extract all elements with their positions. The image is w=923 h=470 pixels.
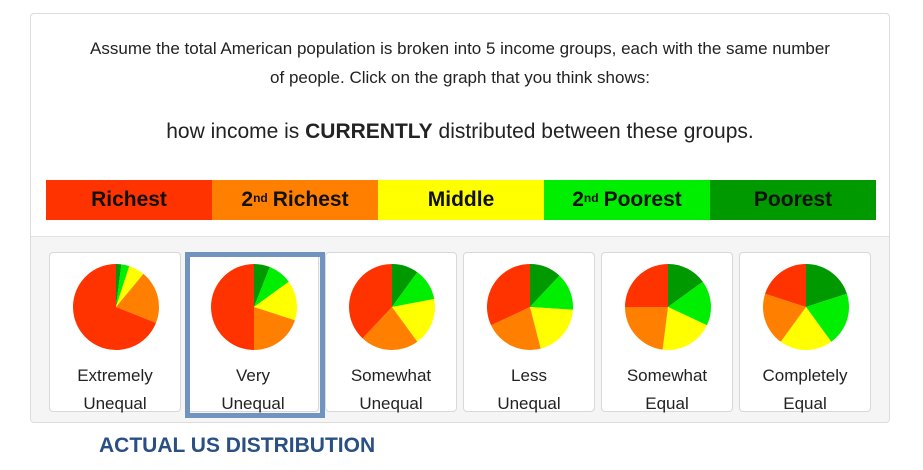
question-emphasis: CURRENTLY [305,120,433,143]
pie-slice-middle [116,266,144,307]
option-label-line1: Somewhat [350,366,432,385]
option-card-completely-equal[interactable]: Completely Equal [739,252,871,413]
option-label: Extremely Unequal [50,362,180,418]
option-card-somewhat-unequal[interactable]: Somewhat Unequal [325,252,457,413]
legend-richest: Richest [46,180,212,220]
pie-slice-2nd-richest [362,307,418,350]
pie-slice-2nd-poorest [530,275,573,310]
legend-middle: Middle [378,180,544,220]
question-before: how income is [166,120,306,143]
pie-chart [349,264,435,350]
question-after: distributed between these groups. [432,120,754,143]
option-label-line2: Unequal [221,394,285,413]
legend-label: Richest [272,188,349,211]
pie-slice-2nd-richest [116,273,159,323]
pie-slice-richest [765,264,806,307]
pie-slice-2nd-poorest [116,264,130,307]
option-card-very-unequal[interactable]: Very Unequal [187,252,319,413]
legend-prefix: 2 [572,188,584,211]
legend-poorest: Poorest [710,180,876,220]
options-area: Extremely Unequal Very Unequal Somewhat Unequ… [31,236,889,422]
option-label: Completely Equal [740,362,870,418]
pie-slice-middle [254,281,297,321]
pie-slice-poorest [254,264,270,307]
pie-slice-poorest [116,264,122,307]
pie-slice-2nd-poorest [254,267,289,307]
actual-distribution-label: ACTUAL US DISTRIBUTION [99,434,376,457]
pie-slice-poorest [530,264,560,307]
option-label-line2: Equal [783,394,827,413]
pie-slice-poorest [668,264,703,307]
survey-panel: Assume the total American population is … [30,13,890,423]
prompt-line-1: Assume the total American population is … [90,39,830,58]
option-label-line2: Unequal [497,394,561,413]
option-label-line2: Equal [645,394,689,413]
pie-slice-2nd-richest [491,307,541,350]
pie-chart [625,264,711,350]
legend-sup: nd [583,191,599,205]
option-label-line1: Somewhat [626,366,708,385]
option-label-line1: Less [511,366,547,385]
pie-slice-2nd-poorest [668,281,711,326]
legend-label: Poorest [753,188,833,211]
option-label-line2: Unequal [359,394,423,413]
legend-sup: nd [253,191,268,205]
pie-slice-richest [73,264,156,350]
option-card-less-unequal[interactable]: Less Unequal [463,252,595,413]
pie-chart [763,264,849,350]
option-label: Less Unequal [464,362,594,418]
legend-prefix: 2 [241,188,254,211]
prompt-line-2: of people. Click on the graph that you t… [270,68,650,87]
option-label-line1: Extremely [77,366,153,385]
pie-chart [487,264,573,350]
pie-slice-poorest [806,264,847,307]
prompt-text: Assume the total American population is … [31,34,889,92]
pie-slice-middle [392,298,435,342]
legend-label: Middle [427,188,495,211]
pie-slice-richest [349,264,392,339]
option-label-line1: Completely [762,366,848,385]
legend-label: Richest [91,188,167,211]
pie-slice-2nd-richest [254,307,295,350]
option-card-somewhat-equal[interactable]: Somewhat Equal [601,252,733,413]
pie-slice-2nd-richest [625,307,668,350]
pie-slice-middle [662,307,707,350]
pie-slice-2nd-richest [763,293,806,342]
pie-slice-middle [530,307,573,349]
pie-slice-2nd-poorest [806,293,849,342]
option-label: Very Unequal [188,362,318,418]
pie-slice-richest [625,264,668,307]
pie-slice-2nd-poorest [392,272,435,307]
pie-chart [73,264,159,350]
pie-slice-middle [780,307,832,350]
option-label: Somewhat Equal [602,362,732,418]
legend-label: Poorest [603,188,682,211]
pie-slice-richest [211,264,254,350]
pie-chart [211,264,297,350]
option-label-line1: Very [235,366,271,385]
option-card-extremely-unequal[interactable]: Extremely Unequal [49,252,181,413]
option-label: Somewhat Unequal [326,362,456,418]
pie-slice-poorest [392,264,418,307]
pie-slice-richest [487,264,530,326]
question-text: how income is CURRENTLY distributed betw… [31,120,889,144]
option-label-line2: Unequal [83,394,147,413]
